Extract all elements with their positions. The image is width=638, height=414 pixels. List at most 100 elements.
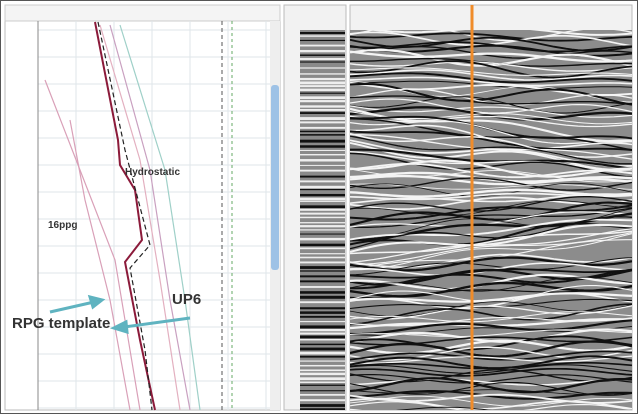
seismic-reflector [300, 39, 345, 42]
seismic-reflector [300, 408, 345, 410]
seismic-reflector [300, 112, 345, 114]
seismic-reflector [300, 338, 345, 341]
seismic-reflector [300, 159, 345, 162]
seismic-reflector [300, 73, 345, 75]
seismic-reflector [350, 32, 632, 42]
seismic-reflector [300, 247, 345, 250]
seismic-reflector [300, 188, 345, 191]
seismic-reflector [300, 212, 345, 215]
seismic-reflector [350, 228, 632, 263]
seismic-reflector [350, 159, 632, 178]
seismic-reflector [300, 343, 345, 346]
seismic-reflector [300, 261, 345, 264]
seismic-reflector [350, 317, 632, 327]
seismic-reflector [350, 135, 632, 165]
seismic-reflector [350, 96, 632, 114]
seismic-reflector [300, 92, 345, 94]
seismic-reflector [350, 218, 632, 241]
seismic-reflector [350, 355, 632, 364]
seismic-reflector [300, 325, 345, 329]
seismic-reflector [300, 96, 345, 100]
seismic-reflector [350, 118, 632, 151]
seismic-reflector [350, 292, 632, 303]
seismic-reflector [350, 193, 632, 204]
seismic-reflector [350, 350, 632, 361]
seismic-reflector [350, 183, 632, 190]
seismic-reflector [300, 311, 345, 314]
seismic-reflector [300, 266, 345, 269]
seismic-reflector [350, 69, 632, 81]
seismic-reflector [350, 201, 632, 226]
seismic-reflector [300, 105, 345, 108]
seismic-reflector [350, 120, 632, 145]
seismic-reflector [350, 82, 632, 106]
seismic-reflector [350, 105, 632, 118]
seismic-reflector [350, 216, 632, 250]
seismic-reflector [350, 377, 632, 394]
seismic-reflector [300, 205, 345, 209]
seismic-reflector [300, 280, 345, 283]
seismic-reflector [300, 193, 345, 197]
seismic-reflector [300, 390, 345, 392]
seismic-reflector [300, 369, 345, 372]
seismic-reflector [350, 233, 632, 271]
seismic-reflector [350, 256, 632, 272]
seismic-reflector [300, 237, 345, 241]
seismic-reflector [350, 207, 632, 228]
seismic-reflector [300, 347, 345, 351]
seismic-reflector [350, 76, 632, 87]
seismic-reflector [300, 185, 345, 189]
annotation: RPG template [12, 315, 110, 332]
seismic-reflector [300, 35, 345, 37]
seismic-reflector [300, 404, 345, 407]
seismic-reflector [300, 229, 345, 231]
seismic-reflector [300, 335, 345, 339]
seismic-reflector [350, 183, 632, 197]
seismic-reflector [350, 72, 632, 84]
seismic-reflector [300, 175, 345, 178]
seismic-reflector [350, 151, 632, 174]
annotation: Hydrostatic [125, 167, 180, 178]
trace-panel [283, 4, 347, 411]
seismic-reflector [300, 275, 345, 278]
seismic-reflector [300, 295, 345, 299]
seismic-reflector [300, 332, 345, 335]
seismic-reflector [300, 270, 345, 272]
seismic-reflector [350, 223, 632, 253]
seismic-reflector [350, 230, 632, 255]
seismic-panel [349, 4, 633, 411]
seismic-reflector [350, 98, 632, 114]
seismic-reflector [350, 374, 632, 384]
seismic-reflector [350, 162, 632, 179]
seismic-reflector [300, 153, 345, 156]
seismic-reflector [300, 233, 345, 235]
seismic-reflector [300, 85, 345, 88]
seismic-reflector [350, 253, 632, 269]
seismic-reflector [350, 285, 632, 299]
seismic-reflector [300, 134, 345, 136]
seismic-reflector [300, 32, 345, 34]
seismic-reflector [300, 360, 345, 362]
seismic-reflector [350, 41, 632, 53]
seismic-reflector [350, 364, 632, 374]
seismic-reflector [350, 340, 632, 358]
seismic-reflector [300, 130, 345, 133]
seismic-reflector [300, 88, 345, 92]
seismic-reflector [350, 401, 632, 410]
seismic-reflector [350, 141, 632, 171]
seismic-reflector [300, 384, 345, 386]
seismic-reflector [300, 139, 345, 143]
annotation: 16ppg [48, 220, 77, 231]
seismic-reflector [300, 145, 345, 148]
seismic-reflector [300, 286, 345, 288]
seismic-reflector [350, 95, 632, 106]
seismic-reflector [300, 222, 345, 224]
seismic-reflector [300, 54, 345, 56]
seismic-reflector [350, 196, 632, 212]
seismic-reflector [300, 164, 345, 166]
seismic-reflector [350, 200, 632, 216]
seismic-reflector [350, 303, 632, 326]
seismic-reflector [350, 311, 632, 323]
seismic-reflector [300, 169, 345, 172]
